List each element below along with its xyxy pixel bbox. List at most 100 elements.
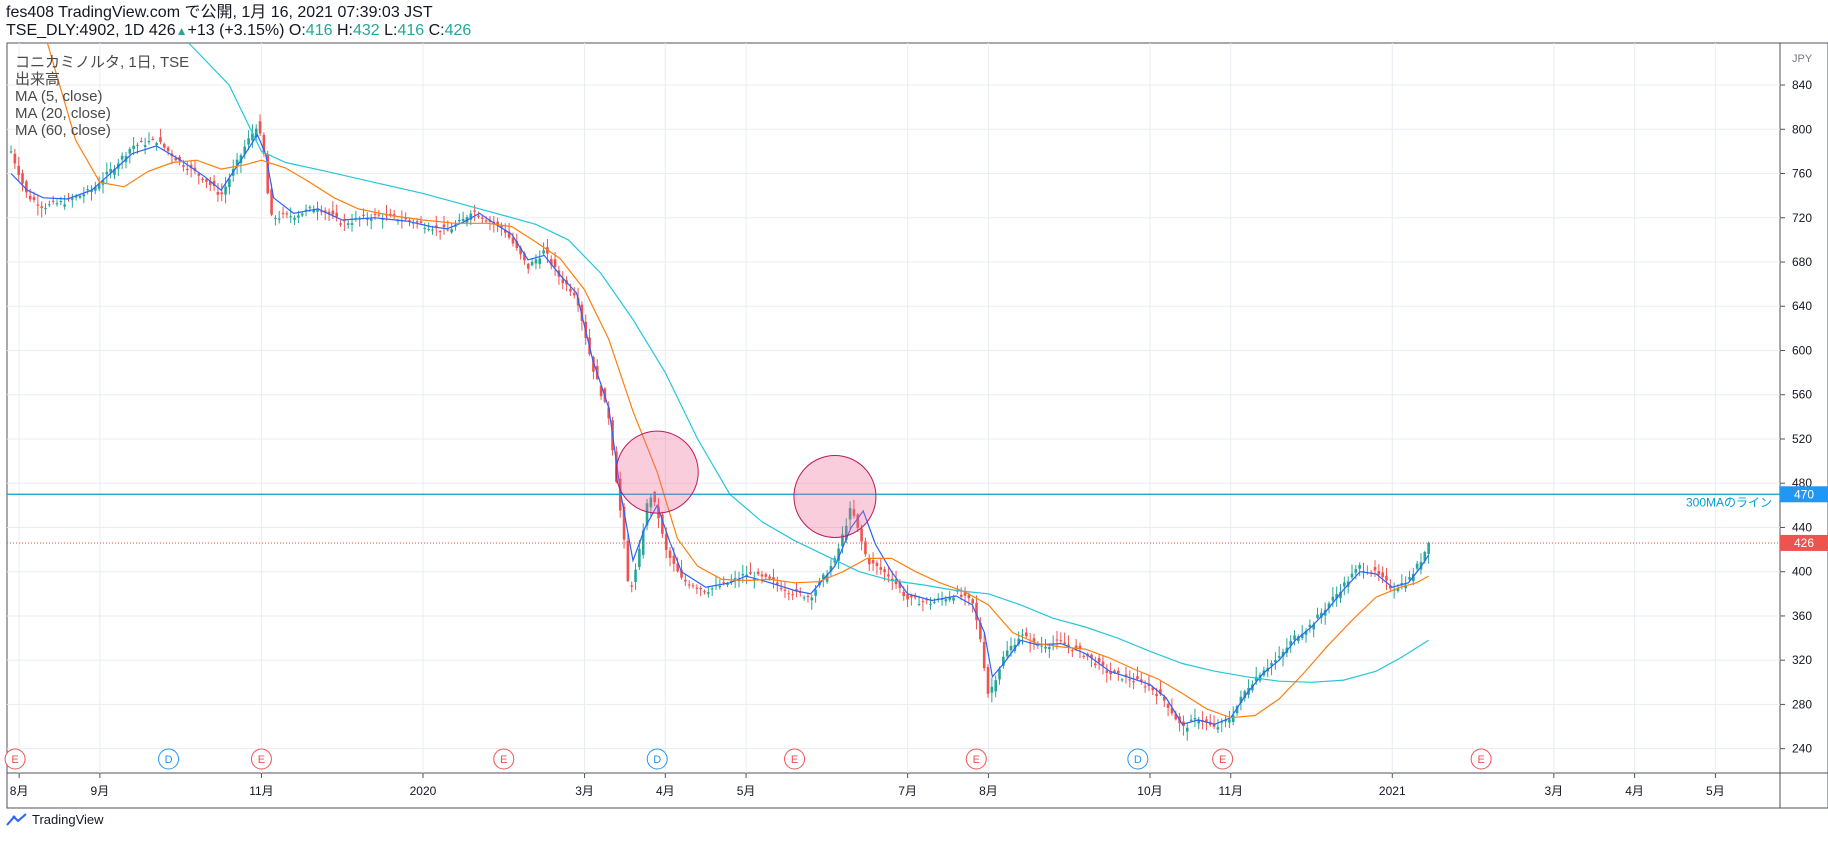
- candle-body: [1124, 674, 1128, 677]
- candle-body: [228, 178, 231, 188]
- candle-body: [304, 209, 308, 211]
- time-tick-label: 9月: [91, 784, 110, 798]
- candle-body: [523, 253, 526, 261]
- candle-body: [699, 587, 702, 590]
- candle-body: [473, 210, 476, 212]
- ma-line-2: [46, 42, 1429, 719]
- candle-body: [902, 591, 906, 597]
- up-arrow-icon: ▲: [175, 24, 188, 38]
- candle-body: [300, 213, 304, 216]
- legend-volume[interactable]: 出来高: [15, 71, 61, 88]
- candle-body: [503, 229, 507, 233]
- candle-body: [155, 143, 158, 146]
- candle-body: [756, 571, 760, 575]
- candle-body: [933, 601, 936, 603]
- candle-body: [147, 141, 151, 143]
- candle-body: [484, 220, 488, 222]
- candle-body: [293, 217, 296, 220]
- candle-body: [680, 569, 683, 578]
- candle-body: [657, 506, 660, 519]
- candle-body: [515, 240, 519, 248]
- candle-body: [1040, 645, 1043, 647]
- candle-body: [572, 292, 576, 296]
- candle-body: [185, 168, 189, 171]
- time-tick-label: 5月: [737, 784, 756, 798]
- time-tick-label: 2020: [410, 784, 437, 798]
- candle-body: [55, 203, 59, 205]
- low-label: L:: [384, 22, 398, 39]
- candle-body: [1189, 719, 1193, 721]
- candle-body: [251, 133, 254, 141]
- earnings-event-icon: [1212, 748, 1234, 770]
- candle-body: [1002, 656, 1005, 666]
- candle-body: [768, 576, 771, 579]
- candle-body: [1147, 684, 1151, 687]
- candle-body: [549, 259, 553, 265]
- legend-ma60[interactable]: MA (60, close): [15, 122, 111, 139]
- candle-body: [772, 577, 775, 581]
- candle-body: [13, 153, 17, 164]
- candle-body: [1097, 657, 1101, 663]
- candle-body: [703, 591, 706, 593]
- candle-body: [1048, 647, 1051, 650]
- candle-body: [821, 574, 825, 579]
- earnings-event-icon: [250, 748, 272, 770]
- candle-body: [967, 594, 971, 599]
- candle-body: [1274, 660, 1277, 663]
- price-tick-label: 440: [1792, 520, 1812, 534]
- candle-body: [1415, 563, 1419, 569]
- candle-body: [1308, 624, 1312, 628]
- legend-ma20[interactable]: MA (20, close): [15, 105, 111, 122]
- candle-body: [898, 582, 902, 589]
- candle-body: [381, 218, 384, 220]
- candle-body: [435, 225, 438, 227]
- candle-body: [1400, 583, 1404, 585]
- candle-body: [182, 165, 185, 167]
- candle-body: [224, 186, 227, 195]
- candle-body: [718, 585, 722, 588]
- footer-brand[interactable]: TradingView: [6, 812, 104, 827]
- candle-body: [1162, 697, 1166, 701]
- candle-body: [480, 217, 484, 219]
- candle-body: [542, 250, 545, 254]
- legend-series-title[interactable]: コニカミノルタ, 1日, TSE: [15, 54, 190, 71]
- candle-body: [458, 219, 461, 222]
- candle-body: [208, 181, 212, 185]
- candle-body: [1297, 636, 1300, 641]
- candle-body: [986, 666, 990, 694]
- candle-body: [1281, 651, 1285, 657]
- price-change: +13 (+3.15%): [187, 22, 285, 39]
- candle-body: [369, 218, 373, 221]
- candle-body: [1113, 670, 1116, 673]
- candle-body: [450, 229, 453, 233]
- candle-body: [664, 533, 668, 550]
- candle-body: [1404, 584, 1407, 589]
- time-tick-label: 11月: [249, 784, 273, 798]
- candle-body: [1312, 624, 1315, 630]
- event-label: D: [653, 754, 661, 766]
- time-tick-label: 3月: [575, 784, 594, 798]
- candle-body: [362, 214, 365, 216]
- candle-body: [856, 514, 860, 528]
- candle-body: [887, 574, 890, 577]
- candle-body: [1082, 655, 1086, 657]
- candle-body: [844, 525, 848, 540]
- legend-ma5[interactable]: MA (5, close): [15, 88, 103, 105]
- ma300-label: 300MAのライン: [1686, 495, 1772, 509]
- candle-body: [971, 599, 975, 604]
- candle-body: [32, 197, 36, 200]
- price-tick-label: 320: [1792, 653, 1812, 667]
- candle-body: [867, 557, 871, 565]
- candle-body: [25, 181, 28, 193]
- dividend-event-icon: [158, 748, 180, 770]
- candle-body: [140, 140, 143, 142]
- candle-body: [1025, 632, 1028, 637]
- candle-body: [312, 209, 316, 213]
- earnings-event-icon: [493, 748, 515, 770]
- price-tick-label: 400: [1792, 565, 1812, 579]
- candle-body: [672, 555, 676, 564]
- candle-body: [691, 585, 695, 587]
- candle-body: [327, 211, 331, 215]
- candle-body: [128, 148, 132, 154]
